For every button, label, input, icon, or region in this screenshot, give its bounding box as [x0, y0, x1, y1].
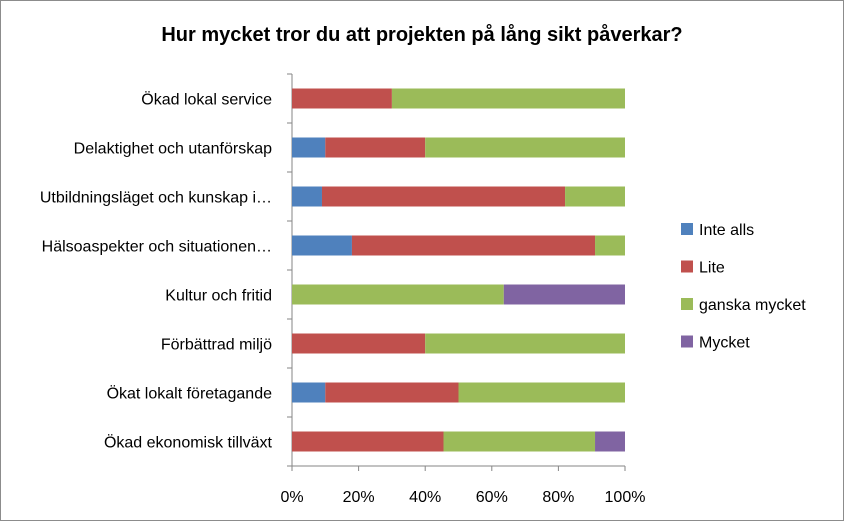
x-tick-label: 60% — [476, 489, 508, 506]
legend-swatch — [681, 260, 693, 273]
legend-swatch — [681, 223, 693, 235]
bar-segment — [292, 235, 352, 256]
category-label: Delaktighet och utanförskap — [74, 141, 272, 158]
x-tick-label: 0% — [280, 489, 303, 506]
bar-segment — [503, 284, 625, 305]
bar-segment — [443, 431, 596, 452]
bar-segment — [391, 88, 625, 109]
x-tick-label: 40% — [409, 489, 441, 506]
bar-segment — [292, 431, 444, 452]
category-label: Förbättrad miljö — [161, 337, 272, 354]
category-label: Ökad lokal service — [141, 91, 272, 109]
x-tick-label: 80% — [542, 489, 574, 506]
bar-segment — [292, 382, 326, 403]
bar-segment — [321, 186, 566, 207]
chart-title: Hur mycket tror du att projekten på lång… — [161, 23, 682, 46]
bar-segment — [292, 137, 326, 158]
legend-label: ganska mycket — [699, 297, 806, 314]
bar-segment — [292, 284, 504, 305]
bar-segment — [565, 186, 625, 207]
legend: Inte alls Lite ganska mycket Mycket — [681, 222, 806, 352]
bar-segment — [425, 333, 625, 354]
bar-segment — [351, 235, 596, 256]
bar-segment — [325, 137, 426, 158]
bar-segment — [458, 382, 625, 403]
bar-segment — [425, 137, 625, 158]
legend-swatch — [681, 335, 693, 348]
category-label: Utbildningsläget och kunskap i… — [40, 190, 272, 207]
category-label: Kultur och fritid — [165, 288, 272, 305]
legend-label: Inte alls — [699, 222, 754, 239]
category-label: Hälsoaspekter och situationen… — [42, 239, 272, 256]
legend-label: Lite — [699, 260, 725, 277]
category-label: Ökat lokalt företagande — [107, 385, 273, 403]
bar-segment — [595, 431, 625, 452]
legend-swatch — [681, 298, 693, 310]
bar-segment — [595, 235, 625, 256]
legend-label: Mycket — [699, 335, 750, 352]
bar-segment — [292, 186, 322, 207]
plot-area: 0% 20% 40% 60% 80% 100% Ökad lokal service Dela… — [40, 73, 646, 506]
category-label: Ökad ekonomisk tillväxt — [104, 434, 273, 452]
bar-segment — [292, 333, 426, 354]
bar-segment — [292, 88, 392, 109]
bar-segment — [325, 382, 459, 403]
x-tick-label: 20% — [343, 489, 375, 506]
x-tick-label: 100% — [605, 489, 646, 506]
